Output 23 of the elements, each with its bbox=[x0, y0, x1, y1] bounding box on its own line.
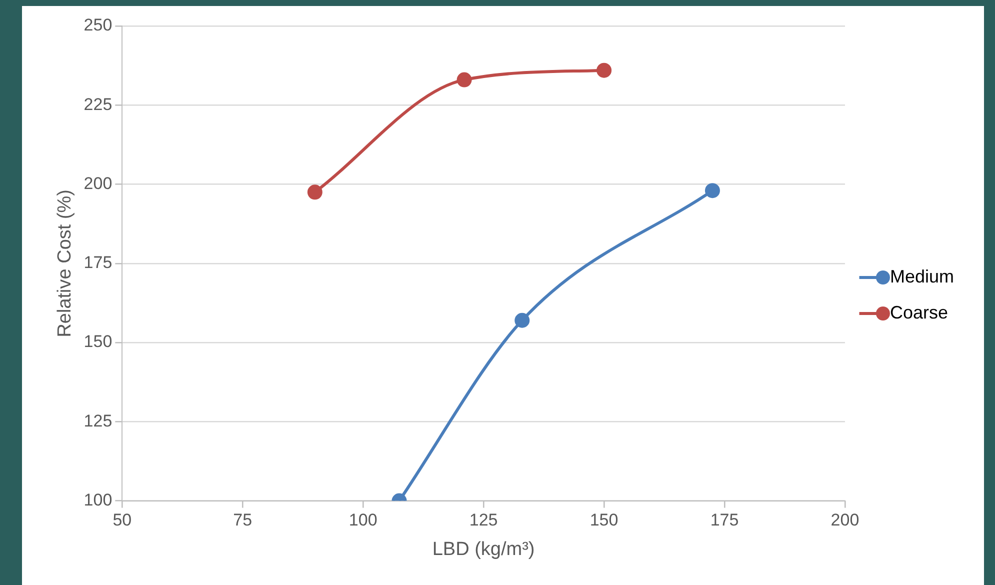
x-tick-label: 50 bbox=[112, 510, 132, 530]
y-tick-label: 100 bbox=[84, 490, 112, 510]
y-tick-label: 200 bbox=[84, 174, 112, 193]
y-tick-label: 125 bbox=[84, 411, 112, 430]
point bbox=[307, 184, 322, 200]
point bbox=[456, 72, 472, 88]
y-tick-label: 175 bbox=[84, 253, 112, 272]
x-tick-label: 150 bbox=[590, 510, 618, 530]
x-tick-label: 75 bbox=[233, 510, 252, 530]
x-tick-label: 100 bbox=[348, 510, 378, 530]
x-axis-title: LBD (kg/m³) bbox=[432, 538, 535, 560]
point bbox=[704, 183, 720, 198]
y-tick-label: 250 bbox=[84, 16, 112, 35]
point bbox=[596, 62, 612, 78]
legend-label: Medium bbox=[890, 266, 954, 286]
x-tick-label: 200 bbox=[830, 510, 860, 530]
y-tick-label: 150 bbox=[84, 332, 112, 352]
x-tick-label: 175 bbox=[710, 510, 739, 530]
y-axis-title: Relative Cost (%) bbox=[54, 189, 76, 338]
y-tick-label: 225 bbox=[84, 94, 112, 114]
point bbox=[514, 312, 530, 328]
x-tick-label: 125 bbox=[469, 510, 498, 530]
legend-label: Coarse bbox=[890, 302, 948, 322]
